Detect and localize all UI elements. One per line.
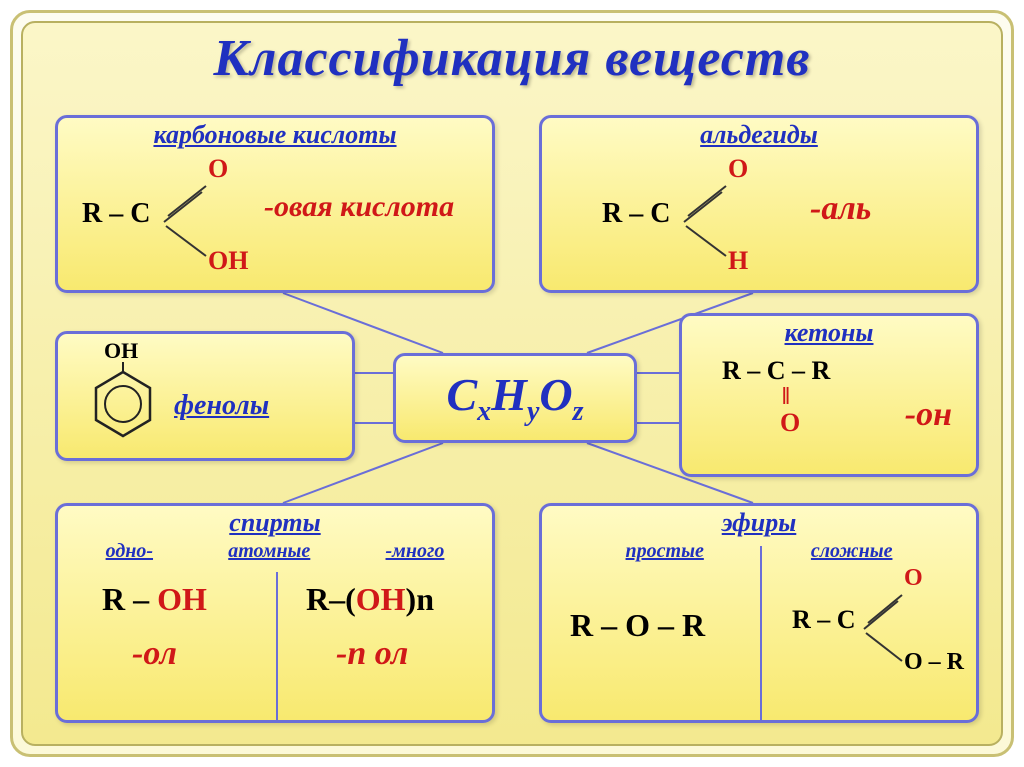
acids-oh: OH	[208, 246, 248, 276]
h: H	[491, 369, 527, 420]
eth-right-or: O – R	[904, 649, 964, 676]
ald-suffix: -аль	[810, 190, 871, 228]
z: z	[573, 396, 584, 427]
eth-right-o: O	[904, 565, 923, 592]
card-alcohols: спирты одно- атомные -много R – OH R–(OH…	[55, 503, 495, 723]
acids-title: карбоновые кислоты	[58, 120, 492, 150]
acids-o: O	[208, 154, 228, 184]
ald-h: H	[728, 246, 748, 276]
eth-sub-right: сложные	[811, 540, 893, 563]
eth-left-formula: R – O – R	[570, 607, 705, 644]
ald-formula-rc: R – C	[602, 198, 670, 230]
alc-left-r: R –	[102, 581, 157, 617]
alc-right-suffix: -n ол	[336, 635, 408, 673]
alc-sub-left: одно-	[106, 540, 153, 563]
o: O	[539, 369, 572, 420]
eth-sub-left: простые	[626, 540, 704, 563]
card-aldehydes: альдегиды R – C O H -аль	[539, 115, 979, 293]
alc-right-r2: )n	[406, 581, 434, 617]
y: y	[527, 396, 539, 427]
ket-line1: R – C – R	[722, 356, 830, 386]
acids-suffix: -овая кислота	[264, 190, 454, 224]
alc-left-suffix: -ол	[132, 635, 177, 673]
alc-sub-right: -много	[386, 540, 445, 563]
c: C	[446, 369, 477, 420]
alcohols-title: спирты	[58, 508, 492, 538]
card-phenols: OH фенолы	[55, 331, 355, 461]
center-formula-card: CxHyOz	[393, 353, 637, 443]
card-carboxylic-acids: карбоновые кислоты R – C O OH -овая кисл…	[55, 115, 495, 293]
alc-right-r1: R–(	[306, 581, 356, 617]
alc-right-oh: OH	[356, 581, 406, 617]
aldehydes-title: альдегиды	[542, 120, 976, 150]
ketones-title: кетоны	[682, 318, 976, 348]
alc-left-oh: OH	[157, 581, 207, 617]
acids-formula-rc: R – C	[82, 198, 150, 230]
ethers-title: эфиры	[542, 508, 976, 538]
card-ketones: кетоны R – C – R ǁ O -он	[679, 313, 979, 477]
center-formula: CxHyOz	[446, 368, 583, 428]
ket-suffix: -он	[905, 396, 952, 434]
alc-sub-mid: атомные	[228, 540, 310, 563]
phenol-oh: OH	[104, 338, 138, 364]
x: x	[477, 396, 491, 427]
ald-o: O	[728, 154, 748, 184]
eth-right-rc: R – C	[792, 605, 856, 635]
ket-dbl: ǁ	[782, 384, 790, 411]
benzene-ring-icon	[88, 362, 158, 452]
card-ethers: эфиры простые сложные R – O – R R – C O …	[539, 503, 979, 723]
ket-o: O	[780, 408, 800, 438]
phenols-title: фенолы	[174, 390, 269, 422]
